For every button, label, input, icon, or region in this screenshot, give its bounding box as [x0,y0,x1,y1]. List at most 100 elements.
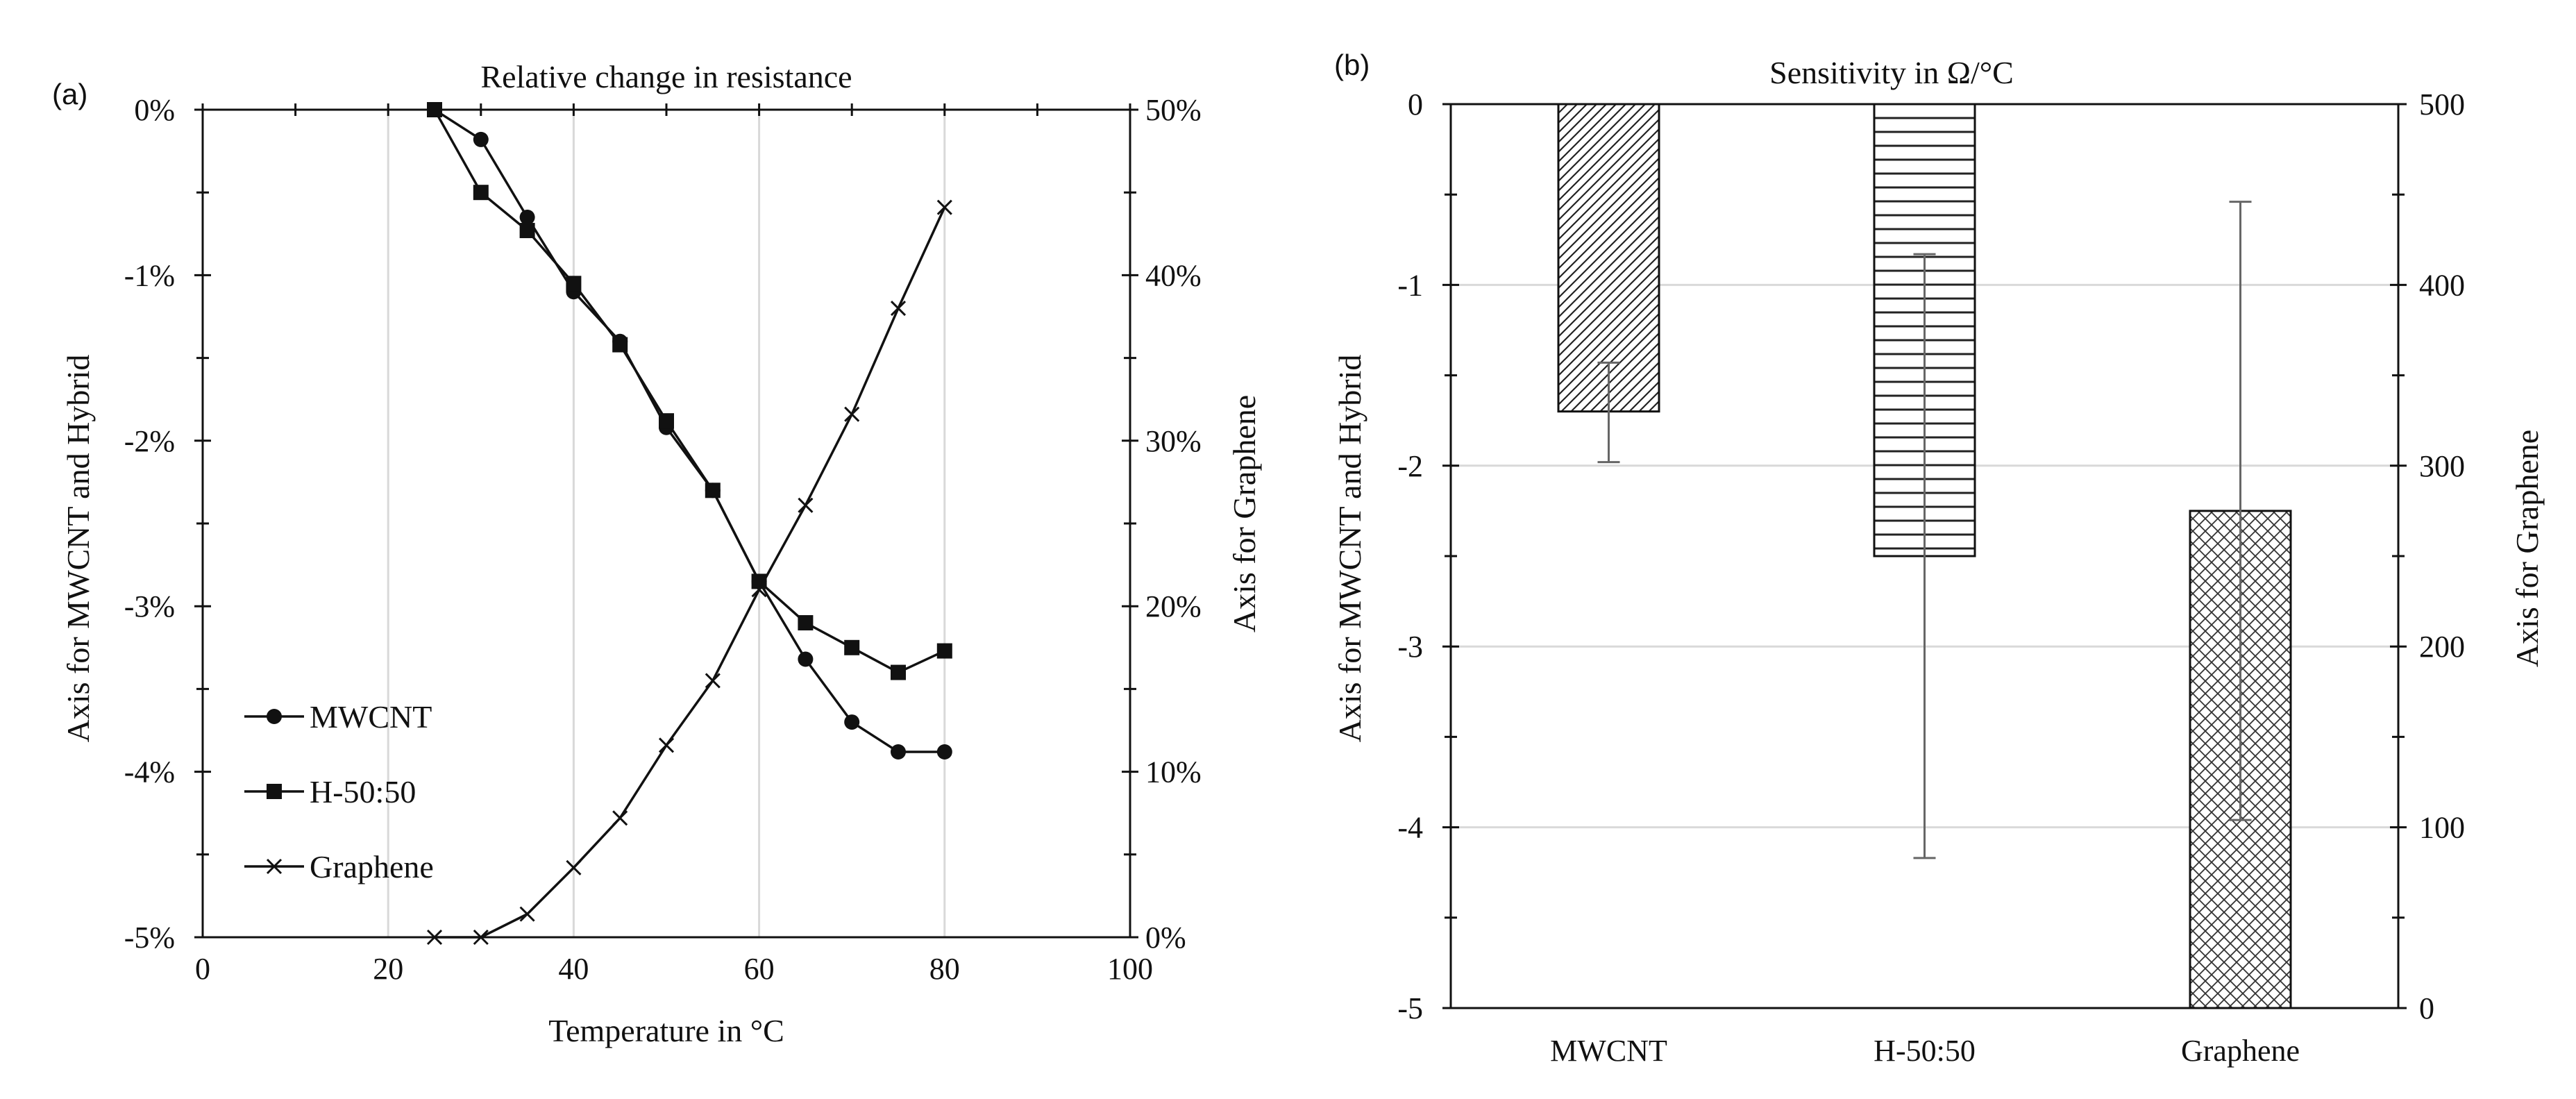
panel-a-x-tick-label: 0 [195,952,210,986]
panel-b-left-tick-labels: 0 -1 -2 -3 -4 -5 [1397,87,1423,1025]
panel-b-title: Sensitivity in Ω/°C [1769,55,2014,90]
panel-b-left-tick-label: -5 [1397,991,1423,1025]
data-point [566,859,582,875]
panel-b-left-tick-label: -3 [1397,630,1423,664]
data-point [612,337,628,353]
panel-a: (a) Relative change in resistance 0 20 40 6… [52,59,1262,1048]
data-point [890,301,907,317]
panel-a-title: Relative change in resistance [480,59,852,94]
series-h-50-50 [427,102,952,680]
panel-a-right-tick-label: 40% [1145,258,1202,292]
panel-a-left-tick-label: -1% [124,258,175,292]
series-mwcnt [427,102,952,760]
panel-b-category-label: Graphene [2181,1034,2300,1068]
x-marker-stroke [266,858,283,875]
panel-b-left-tick-label: -2 [1397,449,1423,483]
data-point [751,582,767,598]
legend-item-graphene: Graphene [244,849,434,884]
legend-label: H-50:50 [310,774,416,809]
legend-item-mwcnt: MWCNT [244,699,432,735]
panel-a-left-tick-label: -3% [124,589,175,623]
panel-a-left-tick-label: -5% [124,921,175,955]
panel-a-legend: MWCNT H-50:50 Graphene [244,699,434,884]
panel-b-left-axis-label: Axis for MWCNT and Hybrid [1332,355,1367,743]
panel-b-right-tick-label: 500 [2419,87,2465,121]
data-point [844,714,860,730]
panel-b-right-tick-label: 200 [2419,630,2465,664]
series-graphene [426,199,952,946]
panel-b-category-labels: MWCNT H-50:50 Graphene [1550,1034,2300,1068]
panel-b-right-tick-label: 400 [2419,268,2465,302]
panel-a-right-axis-label: Axis for Graphene [1227,395,1262,632]
data-point [473,131,489,147]
legend-label: Graphene [310,849,434,884]
error-bar-graphene [2229,201,2252,821]
data-point [891,664,906,680]
panel-a-x-tick-label: 60 [744,952,775,986]
legend-marker [267,784,282,799]
panel-a-right-tick-label: 50% [1145,93,1202,127]
series-line [435,206,946,939]
x-marker-stroke [844,406,860,422]
data-point [519,906,535,922]
data-point [473,185,489,201]
data-point [798,615,814,631]
panel-b-right-tick-label: 300 [2419,449,2465,483]
panel-b-right-tick-labels: 500 400 300 200 100 0 [2419,87,2465,1025]
data-point [936,744,952,760]
panel-b-bars [1557,103,2292,1009]
data-point [566,276,582,292]
panel-a-x-tick-label: 20 [373,952,403,986]
panel-b-category-label: H-50:50 [1874,1034,1976,1068]
data-point [891,744,906,760]
series-line [434,108,945,753]
legend-marker [267,709,282,724]
data-point [844,639,860,655]
legend-label: MWCNT [310,699,432,735]
x-marker-stroke [519,906,535,922]
x-marker-stroke [658,737,675,753]
x-marker-stroke [751,582,767,598]
panel-a-x-tick-label: 80 [929,952,960,986]
panel-a-right-tick-label: 20% [1145,589,1202,623]
panel-a-right-tick-labels: 50% 40% 30% 20% 10% 0% [1145,93,1202,955]
series-line [433,109,945,674]
data-point [659,413,674,429]
data-point [798,497,814,513]
x-marker-stroke [612,810,628,826]
error-bar-h-50-50 [1913,253,1936,859]
data-point [519,209,535,225]
data-point [844,406,860,422]
panel-a-x-tick-labels: 0 20 40 60 80 100 [195,952,1153,986]
panel-b-plot-area [1442,103,2407,1009]
data-point [705,673,721,689]
panel-a-x-tick-label: 100 [1107,952,1153,986]
data-point [427,102,442,117]
panel-b-left-tick-label: -1 [1397,268,1423,302]
x-marker-stroke [705,673,721,689]
panel-b-right-axis-label: Axis for Graphene [2509,430,2545,667]
data-point [473,929,489,946]
panel-a-series [426,102,952,946]
bar-mwcnt [1557,103,1660,413]
panel-a-left-tick-label: -2% [124,424,175,458]
panel-a-right-tick-label: 0% [1145,921,1186,955]
legend-item-h-50-50: H-50:50 [244,774,416,809]
data-point [519,223,535,239]
panel-a-label: (a) [52,78,87,110]
panel-a-plot-area [194,103,1138,939]
panel-b-right-tick-label: 0 [2419,991,2434,1025]
panel-a-left-axis-label: Axis for MWCNT and Hybrid [60,355,96,743]
data-point [936,199,952,215]
panel-a-right-tick-label: 10% [1145,755,1202,789]
x-marker-stroke [426,929,443,946]
data-point [798,651,814,667]
panel-a-left-tick-labels: 0% -1% -2% -3% -4% -5% [124,93,175,955]
x-marker-stroke [566,859,582,875]
panel-a-x-axis-label: Temperature in °C [548,1013,784,1048]
x-marker-stroke [890,301,907,317]
panel-a-left-tick-label: -4% [124,755,175,789]
panel-b-error-bars [1597,201,2252,859]
panel-a-right-tick-label: 30% [1145,424,1202,458]
